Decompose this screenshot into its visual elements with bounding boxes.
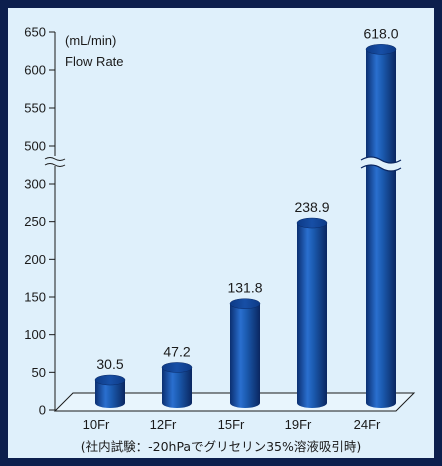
category-label-24Fr: 24Fr: [354, 417, 381, 432]
bar-15Fr: [229, 298, 261, 408]
y-tick-label: 650: [24, 25, 46, 40]
y-tick-label: 600: [24, 63, 46, 78]
bar-break-mark: [360, 156, 402, 172]
y-axis-title: Flow Rate: [65, 54, 124, 69]
y-tick-label: 100: [24, 327, 46, 342]
unit-label: (mL/min): [65, 33, 116, 48]
bar-24Fr: [365, 44, 397, 408]
y-tick-label: 300: [24, 177, 46, 192]
value-label-10Fr: 30.5: [96, 356, 123, 372]
y-axis-break: [44, 156, 66, 167]
bars: 30.5 47.2 131.8 238.9 618.0: [94, 25, 402, 408]
category-labels: 10Fr 12Fr 15Fr 19Fr 24Fr: [83, 417, 381, 432]
category-label-12Fr: 12Fr: [150, 417, 177, 432]
bar-12Fr: [161, 362, 193, 408]
value-label-19Fr: 238.9: [294, 199, 329, 215]
y-tick-label: 550: [24, 101, 46, 116]
category-label-10Fr: 10Fr: [83, 417, 110, 432]
y-tick-label: 500: [24, 139, 46, 154]
y-tick-label: 150: [24, 290, 46, 305]
footnote: (社内試験：-20hPaでグリセリン35%溶液吸引時): [80, 439, 362, 454]
bar-10Fr: [94, 374, 126, 408]
bar-19Fr: [296, 217, 328, 408]
category-label-15Fr: 15Fr: [218, 417, 245, 432]
y-tick-label: 50: [32, 365, 46, 380]
value-label-15Fr: 131.8: [227, 280, 262, 296]
category-label-19Fr: 19Fr: [285, 417, 312, 432]
y-tick-label: 0: [39, 403, 46, 418]
value-label-12Fr: 47.2: [163, 343, 190, 359]
value-label-24Fr: 618.0: [363, 25, 398, 41]
y-tick-label: 200: [24, 252, 46, 267]
y-ticks: 0 50 100 150 200 250 300 500 550 600 650: [24, 25, 55, 418]
y-tick-label: 250: [24, 214, 46, 229]
